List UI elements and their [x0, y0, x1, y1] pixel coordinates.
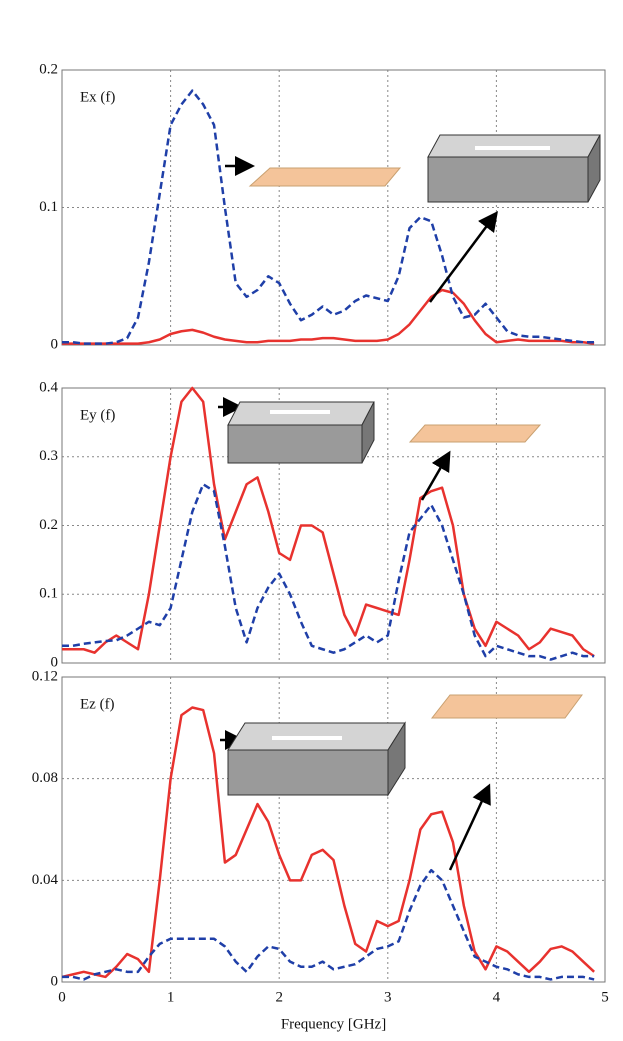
x-tick-label: 1 [167, 989, 175, 1005]
annotation: Ey (f) [80, 407, 115, 423]
y-tick-label: 0.3 [39, 448, 58, 464]
box-inset [427, 156, 589, 203]
box-inset [227, 424, 363, 464]
data-line [62, 386, 595, 658]
y-tick-label: 0.1 [39, 586, 58, 602]
frame [61, 387, 606, 664]
data-line [61, 706, 595, 979]
arrow [428, 210, 498, 303]
arrow [420, 450, 451, 501]
annotation: Ez (f) [80, 696, 115, 712]
data-line [62, 89, 595, 345]
y-tick-label: 0.2 [39, 61, 58, 77]
y-tick-label: 0 [51, 336, 59, 352]
x-tick-label: 0 [58, 989, 66, 1005]
y-tick-label: 0.1 [39, 199, 58, 215]
y-tick-label: 0.12 [32, 668, 58, 684]
pcb-inset [408, 424, 542, 443]
pcb-inset [430, 694, 583, 719]
pcb-inset [248, 167, 402, 187]
insets [218, 134, 601, 871]
box-inset-side [387, 721, 406, 797]
box-inset-side [587, 134, 601, 203]
box-inset [227, 749, 389, 796]
x-tick-label: 3 [384, 989, 392, 1005]
y-tick-label: 0.04 [32, 872, 59, 888]
arrow [448, 783, 491, 871]
data-line [62, 483, 595, 661]
y-tick-label: 0 [51, 973, 59, 989]
annotation: Ex (f) [80, 89, 115, 105]
data-line [62, 868, 595, 981]
data-line [62, 288, 595, 345]
frame [61, 69, 606, 346]
x-tick-label: 4 [493, 989, 501, 1005]
x-tick-label: 5 [601, 989, 609, 1005]
y-tick-label: 0.2 [39, 517, 58, 533]
x-tick-label: 2 [275, 989, 283, 1005]
y-tick-label: 0 [51, 654, 59, 670]
plots: 00.10.2Ex (f)00.10.20.30.4Ey (f)0 1 2 3 4 500… [32, 61, 609, 1032]
y-tick-label: 0.08 [32, 770, 58, 786]
x-axis-label: Frequency [GHz] [281, 1016, 386, 1032]
frame [61, 676, 606, 983]
box-inset-side [361, 401, 375, 464]
y-tick-label: 0.4 [39, 379, 58, 395]
